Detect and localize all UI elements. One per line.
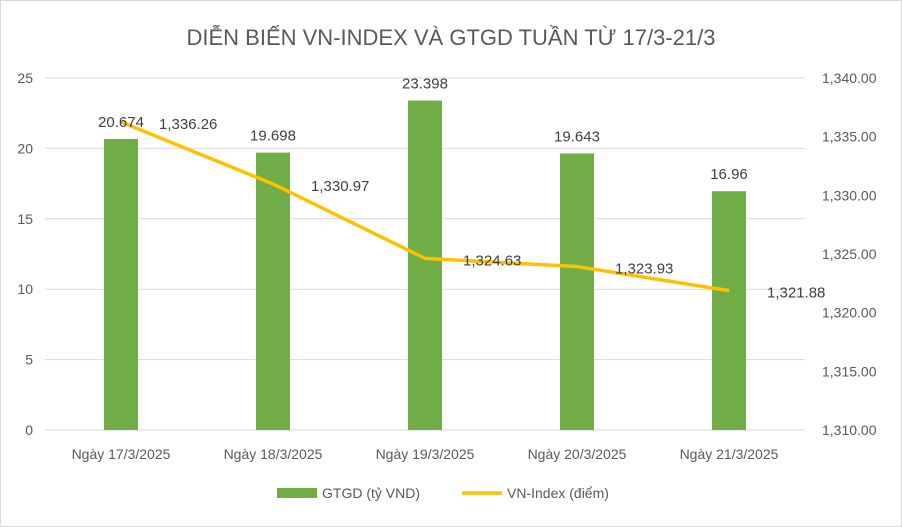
legend-label-gtgd: GTGD (tỷ VND): [322, 485, 420, 501]
bar-data-label: 19.643: [554, 128, 600, 145]
x-tick-label: Ngày 20/3/2025: [528, 446, 627, 462]
y-right-tick-label: 1,320.00: [822, 305, 877, 321]
bar-gtgd: [256, 152, 290, 430]
chart-title: DIỄN BIẾN VN-INDEX VÀ GTGD TUẦN TỪ 17/3-…: [187, 24, 716, 50]
bar-gtgd: [104, 138, 138, 430]
y-left-tick-label: 15: [17, 211, 33, 227]
y-right-tick-label: 1,325.00: [822, 246, 877, 262]
bar-gtgd: [408, 100, 442, 431]
line-data-label: 1,330.97: [311, 178, 369, 195]
line-point-vnindex: [272, 183, 274, 185]
bar-data-label: 23.398: [402, 76, 448, 93]
line-point-vnindex: [120, 121, 122, 123]
x-tick-label: Ngày 18/3/2025: [224, 446, 323, 462]
x-tick-label: Ngày 21/3/2025: [680, 446, 779, 462]
legend-swatch-gtgd: [277, 488, 317, 498]
x-tick-label: Ngày 19/3/2025: [376, 446, 475, 462]
line-data-label: 1,321.88: [767, 285, 825, 302]
y-right-tick-label: 1,315.00: [822, 363, 877, 379]
line-point-vnindex: [576, 266, 578, 268]
line-data-label: 1,324.63: [463, 252, 521, 269]
bar-data-label: 16.96: [710, 166, 748, 183]
line-point-vnindex: [424, 257, 426, 259]
x-tick-label: Ngày 17/3/2025: [72, 446, 171, 462]
y-left-tick-label: 20: [17, 140, 33, 156]
bar-data-label: 19.698: [250, 128, 296, 145]
y-right-tick-label: 1,340.00: [822, 70, 877, 86]
line-data-label: 1,336.26: [159, 116, 217, 133]
y-right-tick-label: 1,335.00: [822, 129, 877, 145]
line-point-vnindex: [728, 290, 730, 292]
y-right-tick-label: 1,310.00: [822, 422, 877, 438]
legend-label-vnindex: VN-Index (điểm): [507, 485, 609, 501]
y-left-tick-label: 0: [25, 422, 33, 438]
y-left-tick-label: 25: [17, 70, 33, 86]
y-right-tick-label: 1,330.00: [822, 187, 877, 203]
legend: GTGD (tỷ VND) VN-Index (điểm): [277, 485, 609, 501]
line-data-label: 1,323.93: [615, 261, 673, 278]
y-left-tick-label: 5: [25, 352, 33, 368]
y-left-tick-label: 10: [17, 281, 33, 297]
bar-data-label: 20.674: [98, 114, 144, 131]
bar-gtgd: [712, 191, 746, 430]
bar-gtgd: [560, 153, 594, 430]
